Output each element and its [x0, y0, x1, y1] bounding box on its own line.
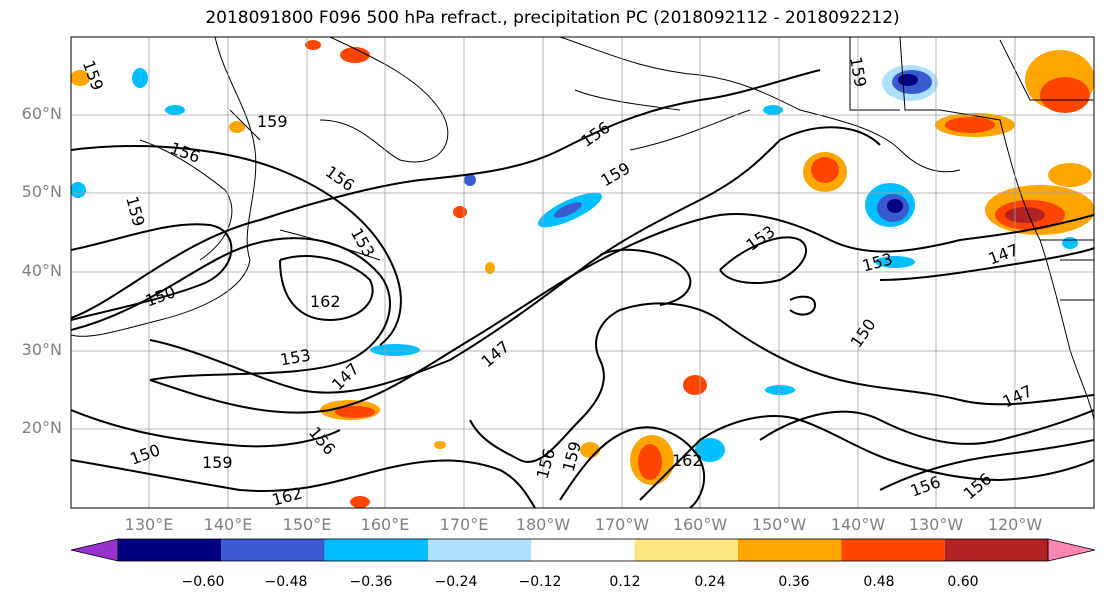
- colorbar-tick-label: −0.12: [518, 574, 562, 590]
- lat-label: 60°N: [21, 104, 62, 123]
- colorbar-segment: [428, 539, 532, 561]
- lon-label: 160°E: [360, 515, 410, 534]
- map-title: 2018091800 F096 500 hPa refract., precip…: [205, 8, 900, 28]
- colorbar-segment: [634, 539, 738, 561]
- lat-label: 50°N: [21, 182, 62, 201]
- map-background: [71, 37, 1094, 508]
- colorbar-segment: [531, 539, 635, 561]
- lon-label: 120°W: [987, 515, 1043, 534]
- colorbar-segment: [221, 539, 325, 561]
- colorbar-segment: [841, 539, 945, 561]
- colorbar-segment: [118, 539, 222, 561]
- colorbar-tick-label: 0.60: [947, 574, 979, 590]
- lat-label: 30°N: [21, 340, 62, 359]
- lon-label: 140°E: [203, 515, 253, 534]
- colorbar: [70, 538, 1096, 562]
- colorbar-segment: [324, 539, 428, 561]
- map-frame: [70, 36, 1095, 509]
- contour-label: 162: [310, 292, 341, 311]
- lon-label: 130°E: [124, 515, 174, 534]
- coastlines: [71, 37, 1094, 421]
- colorbar-tick-label: −0.24: [434, 574, 478, 590]
- colorbar-extend-low: [70, 538, 119, 562]
- colorbar-tick-label: −0.48: [264, 574, 308, 590]
- colorbar-tick-label: 0.48: [863, 574, 895, 590]
- colorbar-tick-label: 0.12: [609, 574, 641, 590]
- lon-label: 170°E: [439, 515, 489, 534]
- colorbar-tick-label: 0.24: [694, 574, 726, 590]
- contours: [71, 69, 1094, 508]
- colorbar-tick-label: −0.60: [181, 574, 225, 590]
- lon-label: 150°W: [751, 515, 807, 534]
- lat-label: 40°N: [21, 261, 62, 280]
- contour-label: 159: [257, 112, 288, 131]
- lon-label: 150°E: [282, 515, 332, 534]
- colorbar-border: [117, 538, 1049, 562]
- colorbar-tick-label: 0.36: [778, 574, 810, 590]
- lon-label: 180°W: [515, 515, 571, 534]
- lon-label: 140°W: [830, 515, 886, 534]
- colorbar-segment: [738, 539, 842, 561]
- colorbar-extend-high: [1047, 538, 1096, 562]
- contour-label: 162: [672, 451, 703, 470]
- colorbar-tick-label: −0.36: [349, 574, 393, 590]
- lat-label: 20°N: [21, 418, 62, 437]
- lon-label: 130°W: [908, 515, 964, 534]
- lon-label: 170°W: [594, 515, 650, 534]
- lon-label: 160°W: [672, 515, 728, 534]
- colorbar-segment: [944, 539, 1048, 561]
- contour-label: 159: [202, 453, 233, 472]
